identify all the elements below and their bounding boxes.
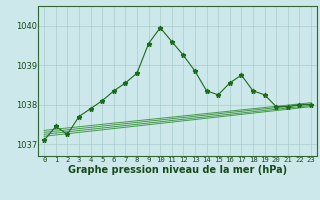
X-axis label: Graphe pression niveau de la mer (hPa): Graphe pression niveau de la mer (hPa)	[68, 165, 287, 175]
